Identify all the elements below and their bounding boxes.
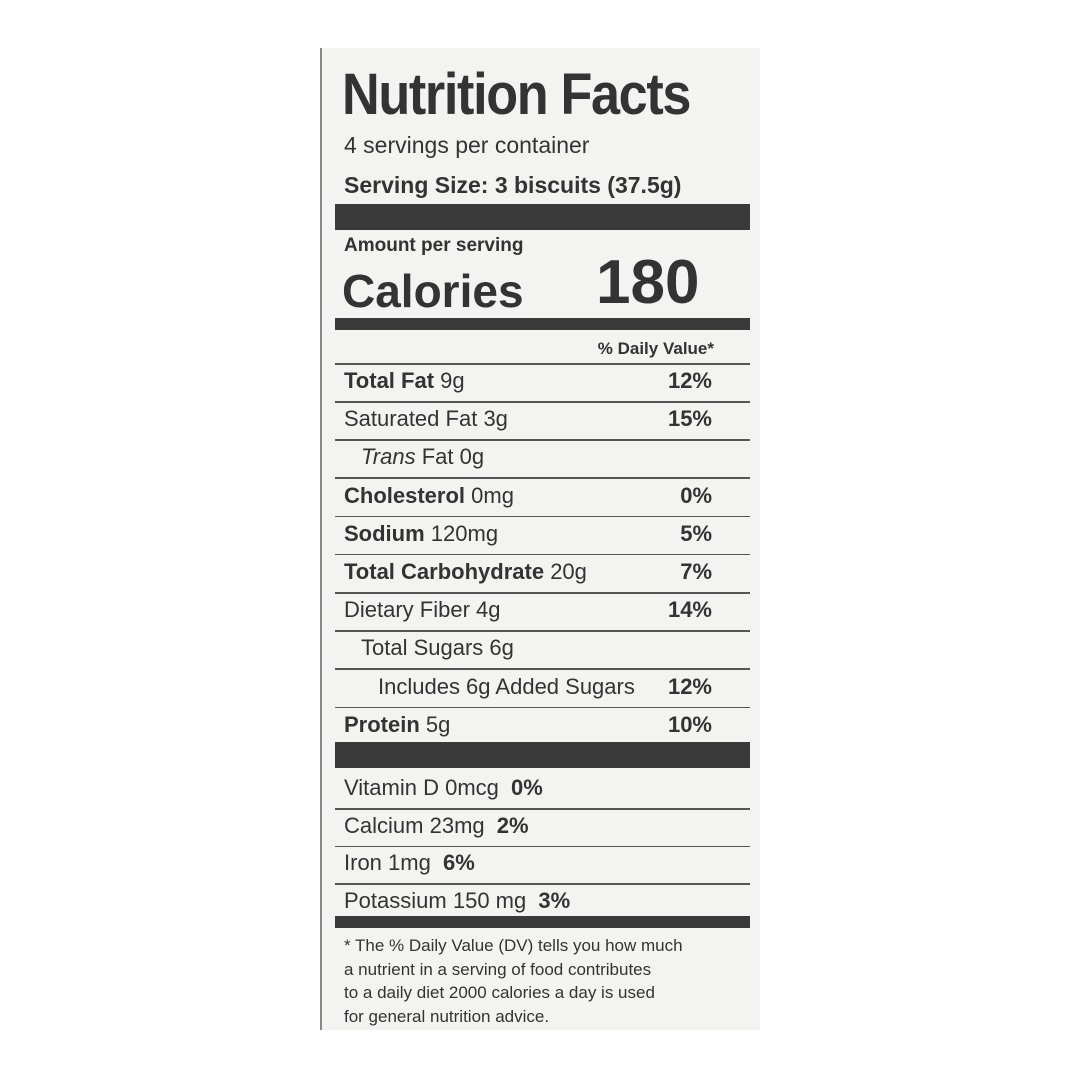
nutrient-name: Protein 5g: [344, 711, 451, 737]
rule: [335, 706, 750, 709]
footnote-line: to a daily diet 2000 calories a day is u…: [344, 983, 655, 1003]
name: Sodium: [344, 520, 425, 546]
name: Iron: [344, 850, 382, 876]
name: Protein: [344, 711, 420, 737]
amount: 20g: [550, 559, 587, 584]
name: Includes 6g Added Sugars: [378, 673, 635, 699]
vitamin-row: Calcium 23mg 2%: [344, 812, 529, 838]
amount: 0mcg: [445, 775, 499, 800]
nutrient-name: Cholesterol 0mg: [344, 482, 514, 508]
serving-size: Serving Size: 3 biscuits (37.5g): [344, 172, 682, 198]
thick-bar: [335, 204, 750, 230]
amount: 4g: [476, 597, 501, 623]
nutrient-name: Trans Fat 0g: [361, 446, 484, 468]
daily-value: 10%: [667, 711, 712, 737]
rule: [335, 808, 750, 810]
name: Total Carbohydrate: [344, 559, 545, 584]
nutrient-name: Sodium 120mg: [344, 520, 499, 546]
nutrient-name: Saturated Fat 3g: [344, 408, 508, 430]
italic-name: Trans: [361, 444, 416, 470]
rule: [335, 363, 750, 365]
name: Total Fat: [344, 368, 435, 393]
name: Total Sugars: [361, 635, 484, 661]
rule: [335, 477, 750, 479]
amount: 5g: [425, 711, 451, 737]
rule: [335, 592, 750, 594]
name: Cholesterol: [344, 482, 466, 508]
daily-value: 7%: [680, 559, 712, 584]
daily-value: 5%: [680, 520, 712, 546]
amount: 120mg: [430, 520, 499, 546]
nutrient-name: Includes 6g Added Sugars: [378, 673, 635, 699]
daily-value: 3%: [538, 888, 571, 914]
daily-value: 6%: [442, 850, 475, 876]
name: Vitamin D: [344, 775, 439, 800]
daily-value: 2%: [496, 812, 529, 838]
nutrient-name: Dietary Fiber 4g: [344, 599, 501, 621]
daily-value-header: % Daily Value*: [597, 339, 714, 358]
footnote-line: * The % Daily Value (DV) tells you how m…: [344, 936, 683, 955]
rule: [335, 630, 750, 632]
amount: 23mg: [429, 812, 485, 838]
name: Fat: [421, 444, 454, 470]
footnote-line: for general nutrition advice.: [344, 1007, 550, 1027]
servings: 4 servings per container: [344, 132, 590, 158]
name: Dietary Fiber: [344, 597, 470, 623]
daily-value: 0%: [680, 482, 712, 508]
daily-value: 12%: [667, 673, 712, 699]
name: Potassium: [344, 888, 447, 914]
calories-value: 180: [596, 248, 700, 317]
rule: [335, 401, 750, 403]
footnote-line: a nutrient in a serving of food contribu…: [344, 959, 652, 979]
rule: [335, 883, 750, 885]
daily-value: 0%: [511, 775, 543, 800]
amount: 1mg: [388, 850, 431, 876]
nutrient-name: Total Carbohydrate 20g: [344, 561, 587, 583]
amount: 0g: [459, 444, 485, 470]
amount: 3g: [483, 406, 508, 432]
name: Calcium: [344, 812, 424, 838]
name: Saturated Fat: [344, 406, 478, 432]
amount: 6g: [489, 635, 514, 661]
amount: 150 mg: [452, 888, 527, 914]
medium-bar: [335, 318, 750, 330]
medium-bar: [335, 916, 750, 928]
vitamin-row: Iron 1mg 6%: [344, 852, 475, 874]
nutrient-name: Total Fat 9g: [344, 370, 465, 392]
vitamin-row: Potassium 150 mg 3%: [344, 890, 570, 912]
rule: [335, 553, 750, 556]
rule: [335, 845, 750, 848]
rule: [335, 668, 750, 670]
title: Nutrition Facts: [342, 62, 691, 127]
rule: [335, 439, 750, 441]
daily-value: 14%: [667, 597, 712, 623]
thick-bar: [335, 742, 750, 768]
nutrient-name: Total Sugars 6g: [361, 637, 514, 659]
amount: 9g: [440, 368, 465, 393]
calories-label: Calories: [342, 265, 524, 317]
vitamin-row: Vitamin D 0mcg 0%: [344, 777, 543, 799]
nutrition-label: Nutrition Facts 4 servings per container…: [320, 48, 760, 1030]
daily-value: 15%: [667, 406, 712, 432]
amount: 0mg: [471, 482, 514, 508]
rule: [335, 515, 750, 518]
daily-value: 12%: [667, 368, 712, 393]
calories-caption: Amount per serving: [344, 235, 524, 256]
